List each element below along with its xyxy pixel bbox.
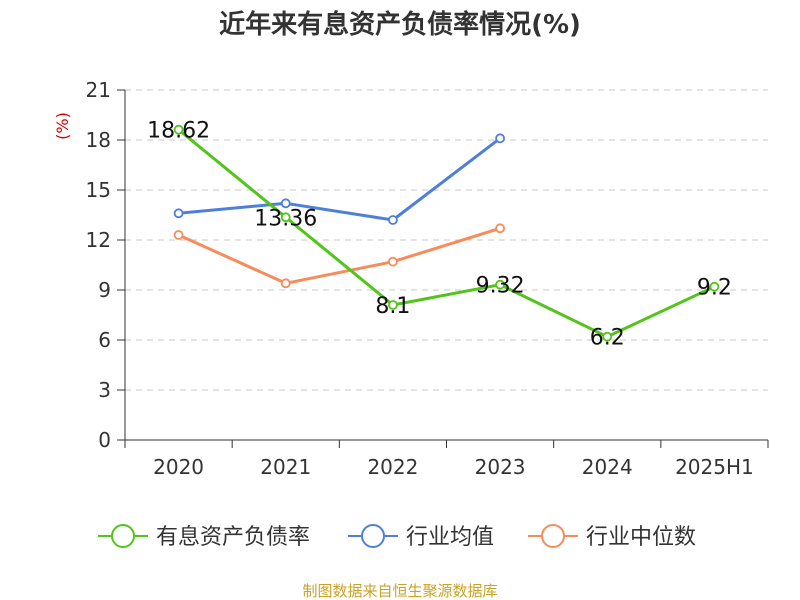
data-label: 9.32	[476, 274, 525, 299]
y-tick-label: 3	[98, 378, 111, 402]
data-point	[280, 198, 291, 209]
data-point	[173, 208, 184, 219]
axes: 0 3 6 9 12 15 18 21 2020 2021 2022 2023 2024 2025H1	[86, 78, 769, 479]
grid	[125, 89, 768, 391]
data-point	[709, 281, 720, 292]
x-tick-label: 2020	[153, 455, 204, 479]
legend-label: 行业中位数	[586, 525, 696, 550]
data-point	[495, 223, 505, 234]
data-point	[280, 212, 291, 223]
data-label: 18.62	[147, 119, 210, 144]
data-point	[388, 256, 398, 267]
data-point	[280, 278, 291, 289]
x-tick-label: 2023	[475, 455, 526, 479]
x-tick-label: 2024	[582, 455, 633, 479]
legend-item: 行业中位数	[528, 524, 696, 550]
data-labels: 18.62 13.36 8.1 9.32 6.2 9.2	[147, 119, 732, 351]
y-tick-label: 6	[98, 328, 111, 352]
series-lines	[173, 124, 720, 342]
series-line	[177, 128, 716, 339]
y-unit-label: (%)	[53, 112, 72, 140]
y-tick-label: 21	[86, 78, 111, 102]
chart-title: 近年来有息资产负债率情况(%)	[219, 9, 581, 40]
data-label: 8.1	[375, 294, 410, 319]
y-tick-label: 9	[98, 278, 111, 302]
y-tick-label: 15	[86, 178, 111, 202]
data-label: 6.2	[590, 326, 625, 351]
legend-label: 行业均值	[406, 525, 494, 550]
y-tick-label: 12	[86, 228, 111, 252]
data-point	[602, 331, 613, 342]
series-2	[173, 223, 505, 289]
data-point	[495, 279, 505, 290]
series-1	[173, 133, 505, 225]
series-line	[178, 137, 502, 222]
data-point	[495, 133, 505, 144]
source-note: 制图数据来自恒生聚源数据库	[302, 582, 497, 600]
legend-label: 有息资产负债率	[156, 525, 310, 550]
legend-item: 行业均值	[348, 524, 494, 550]
data-point	[173, 230, 184, 240]
legend-item: 有息资产负债率	[98, 524, 310, 550]
data-point	[388, 300, 398, 310]
legend-marker	[361, 524, 385, 548]
series-0	[173, 124, 720, 342]
x-tick-label: 2022	[367, 455, 418, 479]
series-line	[177, 226, 501, 285]
y-tick-label: 18	[86, 128, 111, 152]
y-tick-label: 0	[98, 428, 111, 452]
data-label: 13.36	[254, 206, 317, 231]
legend-marker	[111, 524, 135, 548]
legend: 有息资产负债率 行业均值 行业中位数	[98, 524, 696, 550]
data-point	[173, 124, 184, 135]
data-point	[388, 215, 398, 225]
data-label: 9.2	[697, 276, 732, 301]
x-tick-label: 2025H1	[675, 455, 754, 479]
x-tick-label: 2021	[260, 455, 311, 479]
legend-marker	[541, 524, 565, 548]
